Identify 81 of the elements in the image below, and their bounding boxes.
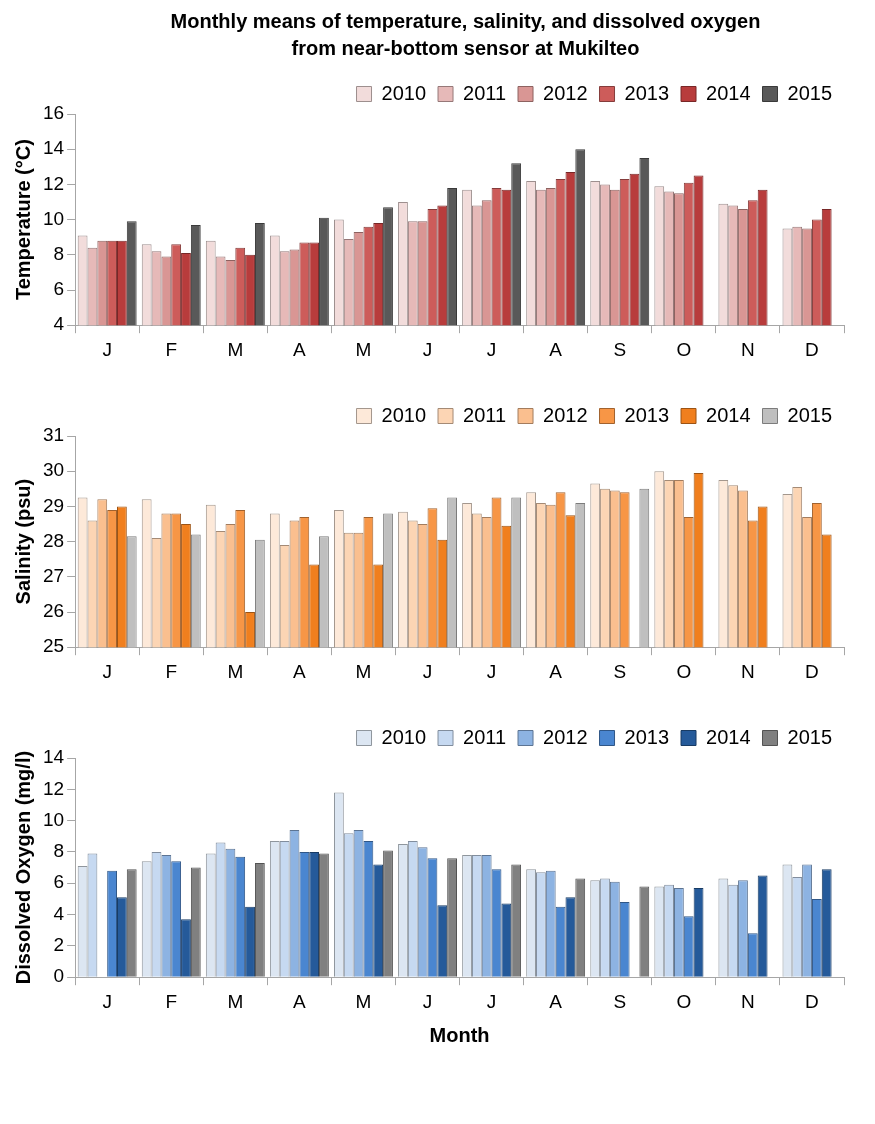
x-tick-label: J [486, 990, 497, 1012]
x-tick-label: A [549, 338, 563, 360]
x-tick-label: N [741, 990, 755, 1012]
y-tick-label: 31 [42, 424, 65, 446]
x-tick-label: A [549, 660, 563, 682]
x-tick-label: J [102, 338, 112, 360]
x-tick-label: S [613, 338, 627, 360]
y-axis-title: Salinity (psu) [11, 478, 34, 605]
x-tick-label: M [227, 338, 244, 360]
y-tick-label: 12 [42, 777, 65, 799]
y-tick-label: 6 [53, 278, 65, 300]
x-tick-label: F [165, 660, 178, 682]
x-tick-label: S [613, 660, 627, 682]
legend-label: 2015 [787, 725, 833, 748]
y-tick-label: 27 [42, 565, 65, 587]
y-tick-label: 8 [53, 243, 65, 265]
x-tick-label: F [165, 338, 178, 360]
y-tick-label: 28 [42, 529, 65, 551]
chart-title: Monthly means of temperature, salinity, and dissolved oxygen from near-bottom sensor at Mukilteo [169, 9, 762, 61]
x-tick-label: J [486, 338, 497, 360]
x-tick-label: O [676, 990, 692, 1012]
x-tick-label: M [227, 990, 244, 1012]
y-tick-label: 10 [42, 207, 65, 229]
legend-label: 2010 [381, 725, 427, 748]
y-tick-label: 10 [42, 808, 65, 830]
legend-label: 2010 [381, 81, 427, 104]
y-axis-title: Temperature (°C) [11, 139, 34, 301]
y-tick-label: 12 [42, 172, 65, 194]
legend-label: 2014 [706, 403, 751, 426]
x-tick-label: M [355, 338, 372, 360]
x-tick-label: J [422, 990, 433, 1012]
y-tick-label: 30 [42, 459, 65, 481]
y-tick-label: 0 [53, 965, 65, 987]
y-tick-label: 8 [53, 840, 65, 862]
x-tick-label: F [165, 990, 178, 1012]
y-axis-title: Dissolved Oxygen (mg/l) [11, 750, 34, 985]
x-tick-label: J [486, 660, 497, 682]
x-tick-label: J [422, 338, 433, 360]
y-tick-label: 14 [42, 137, 65, 159]
legend-label: 2015 [787, 403, 833, 426]
y-tick-label: 25 [42, 635, 65, 657]
legend-label: 2012 [543, 403, 588, 426]
legend-label: 2011 [463, 81, 507, 104]
y-tick-label: 26 [42, 600, 65, 622]
legend-label: 2012 [543, 81, 588, 104]
x-tick-label: O [676, 660, 692, 682]
x-tick-label: D [805, 338, 819, 360]
legend-label: 2014 [706, 81, 751, 104]
y-tick-label: 29 [42, 494, 65, 516]
x-tick-label: M [227, 660, 244, 682]
x-tick-label: J [102, 990, 112, 1012]
x-tick-label: D [805, 990, 819, 1012]
x-tick-label: J [422, 660, 433, 682]
y-tick-label: 16 [42, 102, 65, 124]
y-tick-label: 2 [53, 934, 65, 956]
x-tick-label: A [293, 990, 307, 1012]
x-tick-label: M [355, 990, 372, 1012]
x-tick-label: M [355, 660, 372, 682]
y-tick-label: 14 [42, 746, 65, 768]
x-tick-label: D [805, 660, 819, 682]
legend-label: 2014 [706, 725, 751, 748]
legend-label: 2015 [787, 81, 833, 104]
legend-label: 2012 [543, 725, 588, 748]
x-tick-label: A [549, 990, 563, 1012]
y-tick-label: 6 [53, 871, 65, 893]
legend-label: 2013 [624, 81, 670, 104]
x-tick-label: A [293, 660, 307, 682]
legend-label: 2011 [463, 403, 507, 426]
y-tick-label: 4 [53, 902, 65, 924]
legend-label: 2011 [463, 725, 507, 748]
x-tick-label: S [613, 990, 627, 1012]
x-tick-label: O [676, 338, 692, 360]
legend-label: 2013 [624, 403, 670, 426]
legend-label: 2013 [624, 725, 670, 748]
legend-label: 2010 [381, 403, 427, 426]
x-tick-label: N [741, 660, 755, 682]
x-axis-title: Month [429, 1023, 490, 1046]
y-tick-label: 4 [53, 313, 65, 335]
x-tick-label: A [293, 338, 307, 360]
x-tick-label: J [102, 660, 112, 682]
x-tick-label: N [741, 338, 755, 360]
